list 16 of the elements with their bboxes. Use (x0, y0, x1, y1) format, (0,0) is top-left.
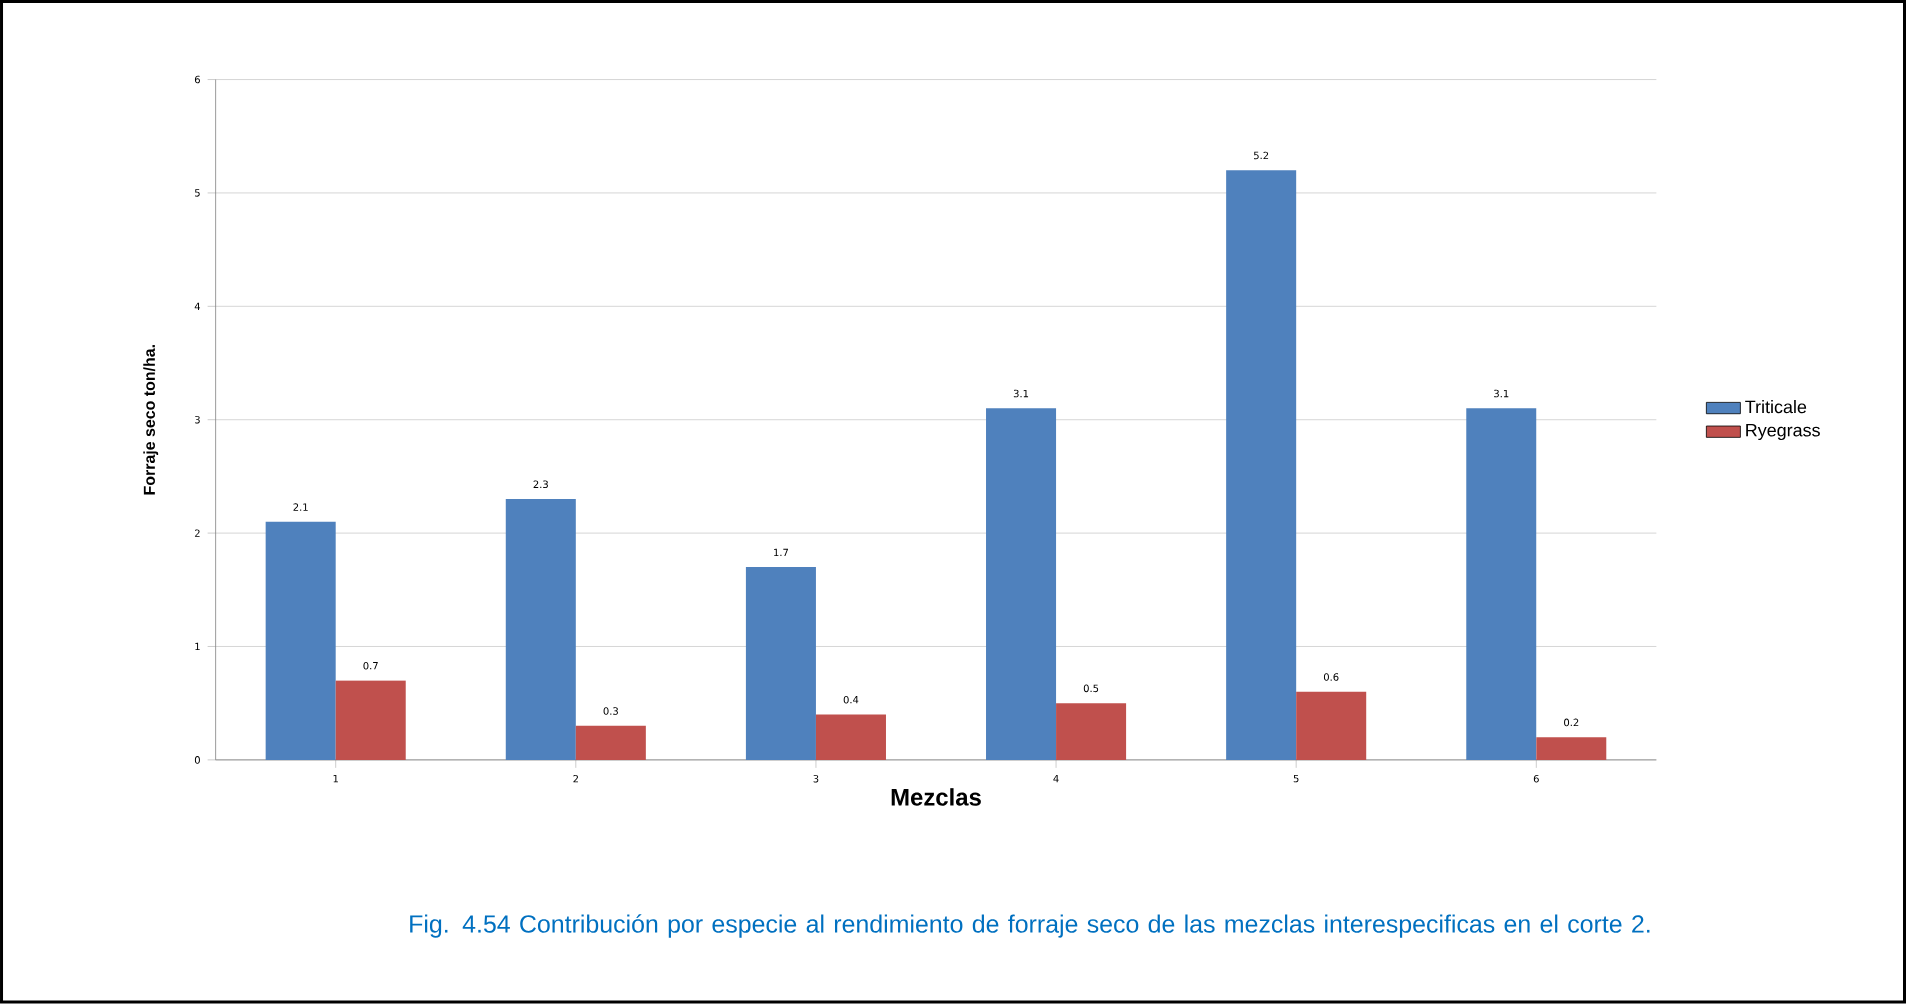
bar (1536, 737, 1607, 761)
bar (505, 499, 576, 761)
bar (1226, 170, 1297, 761)
x-axis-title: Mezclas (891, 788, 981, 806)
bar (815, 714, 886, 761)
legend-label: Ryegrass (1746, 424, 1820, 441)
bar (986, 408, 1057, 761)
bar (335, 680, 406, 761)
bar (575, 726, 646, 761)
bar (1466, 408, 1537, 761)
legend-label: Triticale (1745, 400, 1807, 414)
bar (265, 522, 336, 761)
caption: Fig. 4.54 Contribución por especie al rendimiento de forraje seco de las mezclas interespecificas en el corte 2. (410, 914, 1650, 938)
bar (1296, 692, 1367, 761)
bar (745, 567, 816, 761)
bar (1056, 703, 1127, 761)
